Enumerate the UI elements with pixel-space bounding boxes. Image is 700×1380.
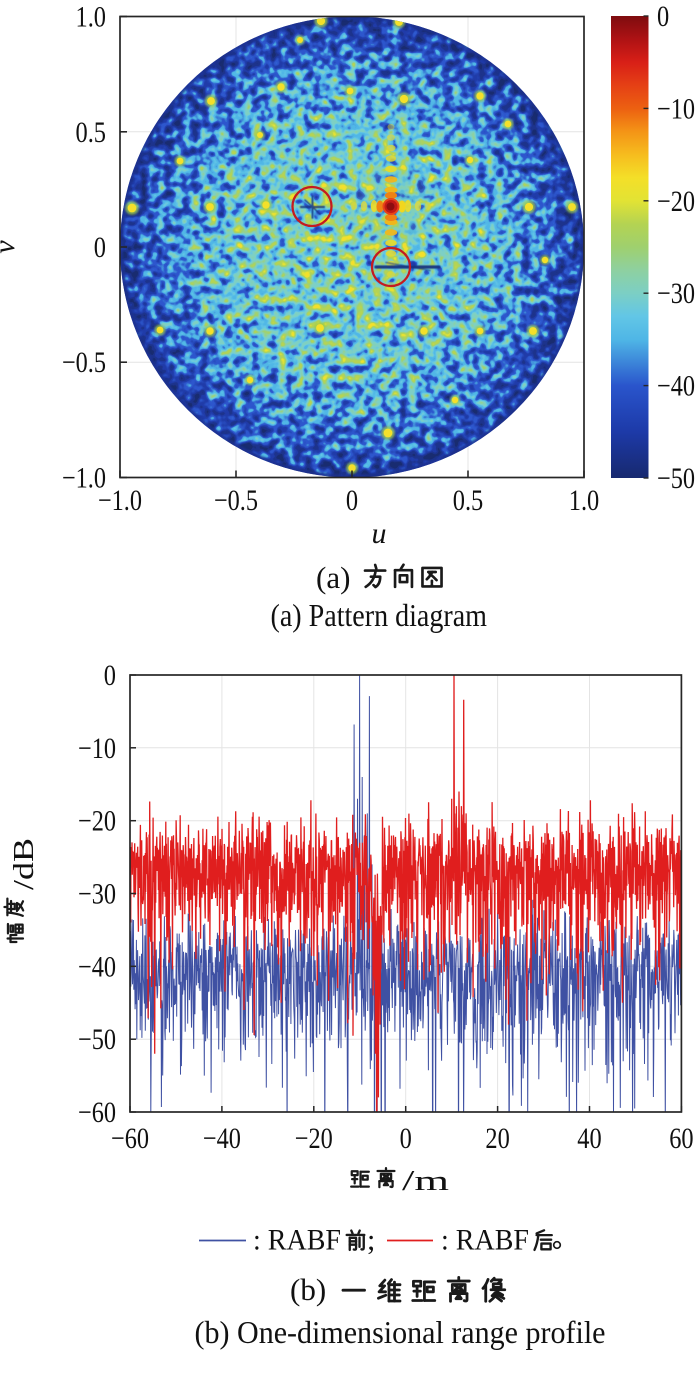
svg-text:60: 60 (669, 1122, 693, 1155)
svg-text:0: 0 (104, 659, 116, 692)
svg-text:u: u (372, 517, 387, 550)
svg-text:/m: /m (402, 1166, 449, 1197)
svg-text:−20: −20 (78, 805, 116, 838)
svg-text:20: 20 (485, 1122, 509, 1155)
svg-text:−20: −20 (657, 185, 695, 218)
svg-text:0: 0 (346, 484, 358, 517)
svg-text:(a) Pattern diagram: (a) Pattern diagram (271, 597, 488, 633)
svg-text:1.0: 1.0 (76, 1, 107, 34)
svg-text:−1.0: −1.0 (62, 462, 106, 495)
svg-text:−50: −50 (657, 462, 695, 495)
svg-text:v: v (0, 240, 21, 254)
svg-text:/dB: /dB (9, 838, 40, 890)
svg-text:−60: −60 (111, 1122, 149, 1155)
svg-text:−20: −20 (295, 1122, 333, 1155)
svg-text:;: ; (367, 1224, 375, 1257)
svg-text:−30: −30 (78, 878, 116, 911)
svg-text:−0.5: −0.5 (62, 346, 106, 379)
svg-text:(b) One-dimensional range prof: (b) One-dimensional range profile (195, 1314, 606, 1350)
svg-text:−10: −10 (78, 732, 116, 765)
svg-text:−0.5: −0.5 (214, 484, 258, 517)
svg-text:0: 0 (400, 1122, 412, 1155)
svg-text:0: 0 (657, 0, 669, 33)
svg-text:1.0: 1.0 (569, 484, 600, 517)
svg-text:(a): (a) (316, 560, 350, 595)
svg-text:: RABF: : RABF (441, 1224, 529, 1257)
svg-text:0.5: 0.5 (76, 116, 107, 149)
svg-text:0.5: 0.5 (453, 484, 484, 517)
svg-text:−1.0: −1.0 (98, 484, 142, 517)
svg-text:40: 40 (577, 1122, 601, 1155)
svg-text:−40: −40 (203, 1122, 241, 1155)
svg-text:−10: −10 (657, 92, 695, 125)
svg-text:−60: −60 (78, 1096, 116, 1129)
svg-text:−50: −50 (78, 1023, 116, 1056)
svg-text:−30: −30 (657, 277, 695, 310)
svg-text:−40: −40 (657, 370, 695, 403)
svg-text:−40: −40 (78, 950, 116, 983)
svg-text:0: 0 (94, 231, 106, 264)
svg-text:: RABF: : RABF (253, 1224, 341, 1257)
svg-text:(b): (b) (290, 1272, 326, 1307)
